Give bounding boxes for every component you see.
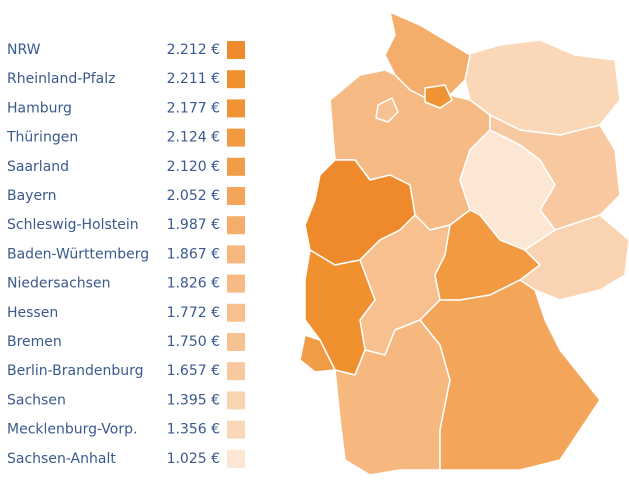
region-name: Bremen (7, 334, 62, 350)
swatch (227, 128, 245, 147)
region-amount: 2.124 € (167, 130, 220, 146)
swatch (227, 41, 245, 59)
region-name: Rheinland-Pfalz (7, 71, 115, 87)
region-amount: 2.052 € (167, 188, 220, 204)
region-name: Bayern (7, 188, 56, 204)
region-amount: 1.356 € (167, 422, 220, 438)
region-name: Berlin-Brandenburg (7, 363, 144, 379)
region-amount: 2.177 € (167, 100, 220, 116)
swatch (227, 70, 245, 89)
swatch (227, 187, 245, 205)
region-amount: 1.657 € (167, 363, 220, 379)
region (419, 279, 601, 471)
region (299, 334, 336, 373)
region (375, 97, 399, 123)
region (424, 84, 453, 109)
region-name: Mecklenburg-Vorp. (7, 422, 137, 438)
region-name: Schleswig-Holstein (7, 217, 139, 233)
swatch (227, 391, 245, 410)
swatch (227, 157, 245, 176)
region-amount: 1.826 € (167, 276, 220, 292)
swatch (227, 333, 245, 351)
region-name: Sachsen-Anhalt (7, 451, 116, 467)
swatch (227, 362, 245, 381)
region (519, 214, 629, 301)
swatch (227, 216, 245, 235)
swatch (227, 303, 245, 322)
region-amount: 2.211 € (167, 71, 220, 87)
germany-map (299, 11, 629, 476)
region-name: Hessen (7, 305, 58, 321)
region-amount: 1.987 € (167, 217, 220, 233)
region-name: NRW (7, 42, 41, 58)
region-name: Hamburg (7, 100, 72, 116)
region-name: Saarland (7, 159, 69, 175)
swatch (227, 245, 245, 264)
swatch (227, 274, 245, 293)
region-amount: 1.395 € (167, 392, 220, 408)
swatch (227, 449, 245, 468)
region-amount: 2.212 € (167, 42, 220, 58)
swatch (227, 99, 245, 118)
region-amount: 2.120 € (167, 159, 220, 175)
region-amount: 1.750 € (167, 334, 220, 350)
region-amount: 1.025 € (167, 451, 220, 467)
region-amount: 1.772 € (167, 305, 220, 321)
region-amount: 1.867 € (167, 246, 220, 262)
swatch (227, 420, 245, 439)
region-name: Sachsen (7, 392, 66, 408)
region-name: Baden-Württemberg (7, 246, 149, 262)
region-name: Niedersachsen (7, 276, 110, 292)
region-name: Thüringen (6, 130, 78, 146)
legend: NRW 2.212 € Rheinland-Pfalz 2.211 € Hamburg 2… (6, 41, 245, 468)
